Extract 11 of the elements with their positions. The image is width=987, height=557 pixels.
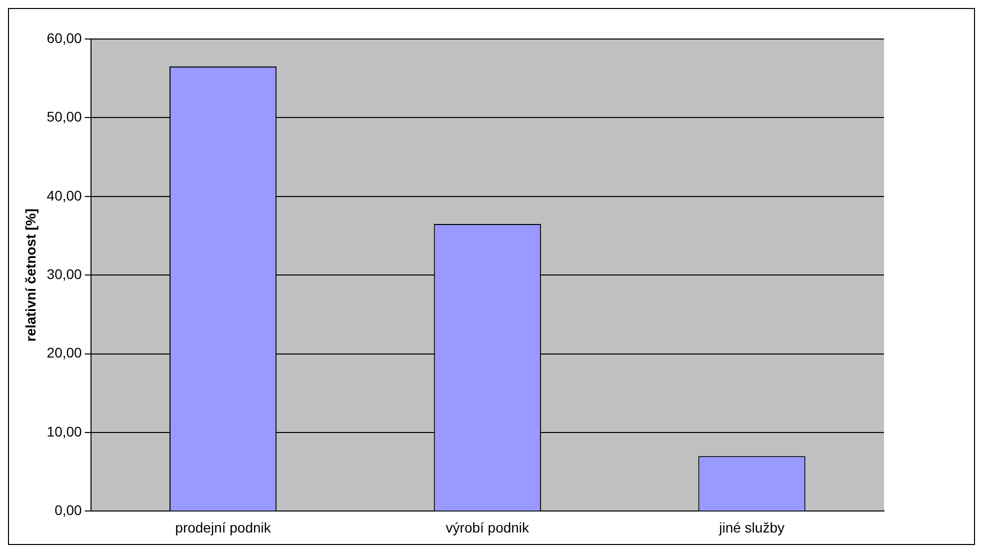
x-tick-label: jiné služby [718,519,784,536]
y-tick-label: 50,00 [46,108,82,125]
y-tick-label: 10,00 [46,423,82,440]
y-tick-label: 0,00 [54,502,82,518]
x-tick-label: prodejní podnik [175,519,272,536]
y-tick-label: 60,00 [46,30,82,46]
y-tick-label: 20,00 [46,344,82,361]
y-tick-label: 30,00 [46,266,82,282]
x-tick-label: výrobí podnik [446,519,530,536]
y-tick-label: 40,00 [46,187,82,204]
y-axis-title: relativní četnost [%] [22,208,38,342]
